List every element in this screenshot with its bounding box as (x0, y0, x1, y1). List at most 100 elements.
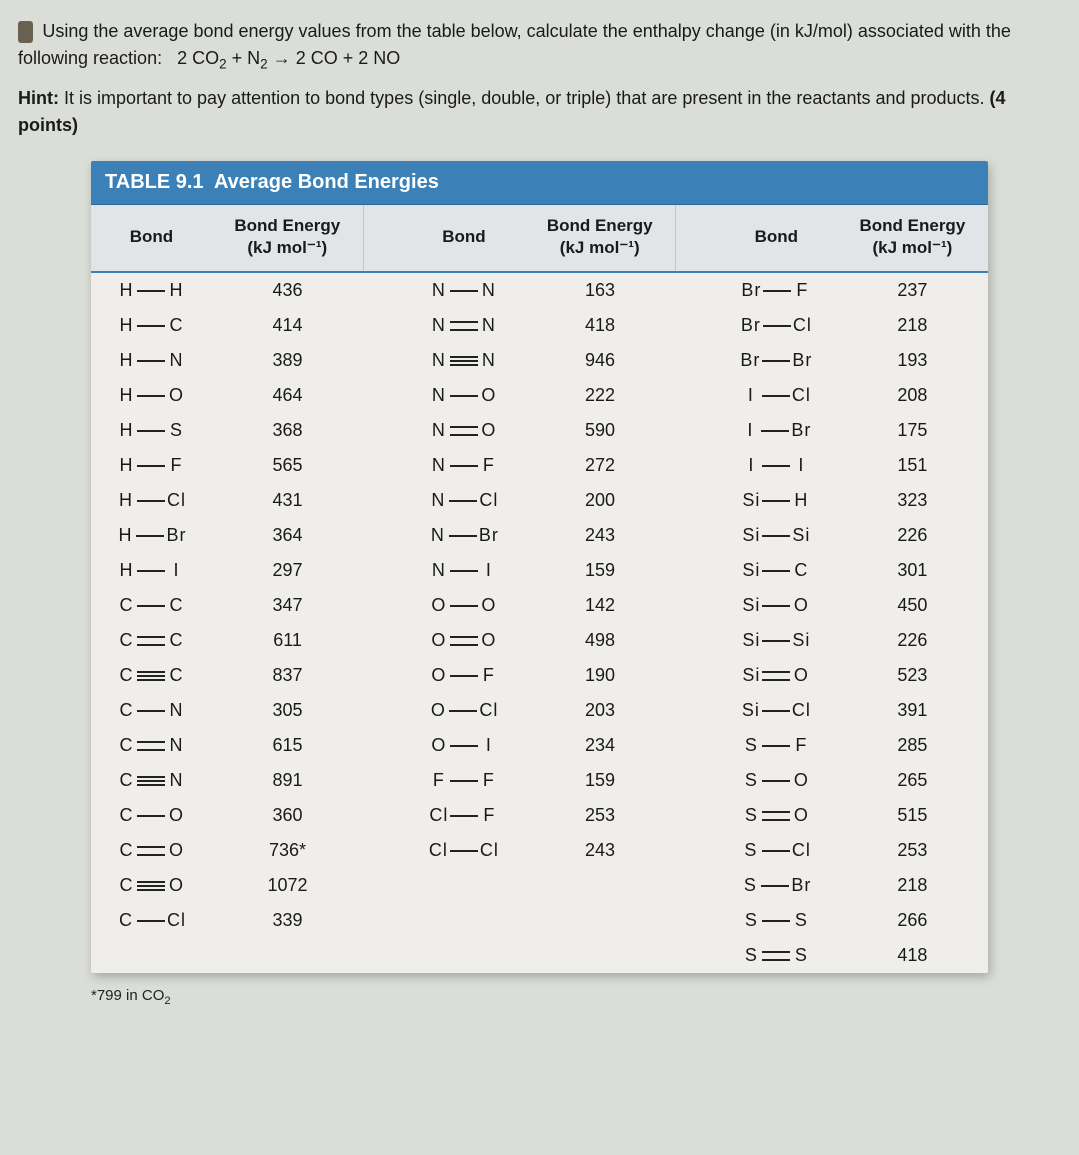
bond-cell (403, 903, 524, 938)
energy-cell: 590 (524, 413, 675, 448)
gap-cell (676, 483, 716, 518)
energy-cell: 391 (837, 693, 988, 728)
bond-cell: SiO (716, 588, 837, 623)
bond-cell: SiSi (716, 518, 837, 553)
hint-body: It is important to pay attention to bond… (64, 88, 985, 108)
col-gap-2 (676, 205, 716, 272)
gap-cell (363, 588, 403, 623)
bond-cell (403, 868, 524, 903)
bond-cell: II (716, 448, 837, 483)
energy-cell: 203 (524, 693, 675, 728)
gap-cell (676, 693, 716, 728)
energy-cell: 523 (837, 658, 988, 693)
energy-cell: 611 (212, 623, 363, 658)
bond-cell: SS (716, 938, 837, 973)
bond-cell: NO (403, 378, 524, 413)
energy-cell: 193 (837, 343, 988, 378)
gap-cell (363, 833, 403, 868)
bond-cell: CN (91, 763, 212, 798)
energy-cell: 151 (837, 448, 988, 483)
bond-cell: CN (91, 693, 212, 728)
gap-cell (676, 308, 716, 343)
energy-cell (524, 903, 675, 938)
table-footnote: *799 in CO2 (91, 973, 1061, 1013)
gap-cell (363, 763, 403, 798)
bond-cell: NN (403, 272, 524, 308)
table-row: HN389NN946BrBr193 (91, 343, 988, 378)
gap-cell (363, 798, 403, 833)
gap-cell (363, 693, 403, 728)
bond-cell: HC (91, 308, 212, 343)
bond-cell: SF (716, 728, 837, 763)
energy-cell: 431 (212, 483, 363, 518)
bond-cell: SO (716, 763, 837, 798)
energy-cell: 266 (837, 903, 988, 938)
bond-cell: NF (403, 448, 524, 483)
gap-cell (676, 938, 716, 973)
energy-cell: 175 (837, 413, 988, 448)
gap-cell (363, 938, 403, 973)
energy-cell: 418 (524, 308, 675, 343)
energy-cell: 1072 (212, 868, 363, 903)
question-text: Using the average bond energy values fro… (18, 18, 1061, 75)
gap-cell (676, 763, 716, 798)
bond-cell: BrBr (716, 343, 837, 378)
energy-cell: 218 (837, 868, 988, 903)
energy-cell: 565 (212, 448, 363, 483)
gap-cell (363, 448, 403, 483)
table-number: TABLE 9.1 (105, 171, 204, 193)
energy-cell: 272 (524, 448, 675, 483)
energy-cell: 360 (212, 798, 363, 833)
gap-cell (676, 448, 716, 483)
energy-cell: 389 (212, 343, 363, 378)
table-title: TABLE 9.1 Average Bond Energies (91, 161, 988, 205)
table-row: HBr364NBr243SiSi226 (91, 518, 988, 553)
energy-cell: 226 (837, 518, 988, 553)
gap-cell (676, 903, 716, 938)
bond-cell: ClCl (403, 833, 524, 868)
bond-cell: NN (403, 308, 524, 343)
energy-cell: 163 (524, 272, 675, 308)
question-badge (18, 21, 33, 43)
table-row: CCl339SS266 (91, 903, 988, 938)
energy-cell: 237 (837, 272, 988, 308)
energy-cell: 243 (524, 518, 675, 553)
table-title-text: Average Bond Energies (214, 171, 439, 193)
energy-cell: 301 (837, 553, 988, 588)
col-header-energy-3: Bond Energy(kJ mol⁻¹) (837, 205, 988, 272)
bond-cell: BrCl (716, 308, 837, 343)
energy-cell (212, 938, 363, 973)
bond-cell: SiH (716, 483, 837, 518)
energy-cell: 323 (837, 483, 988, 518)
gap-cell (676, 868, 716, 903)
gap-cell (363, 623, 403, 658)
energy-cell: 159 (524, 553, 675, 588)
bond-cell: FF (403, 763, 524, 798)
energy-cell: 226 (837, 623, 988, 658)
bond-cell: OCl (403, 693, 524, 728)
energy-cell: 464 (212, 378, 363, 413)
energy-cell: 946 (524, 343, 675, 378)
bond-cell: HBr (91, 518, 212, 553)
bond-cell: SO (716, 798, 837, 833)
bond-cell: HF (91, 448, 212, 483)
gap-cell (676, 518, 716, 553)
bond-cell: CC (91, 623, 212, 658)
table-row: HH436NN163BrF237 (91, 272, 988, 308)
bond-cell: NCl (403, 483, 524, 518)
bond-cell: ICl (716, 378, 837, 413)
energy-cell: 253 (524, 798, 675, 833)
table-row: HC414NN418BrCl218 (91, 308, 988, 343)
hint-prefix: Hint: (18, 88, 59, 108)
energy-cell: 297 (212, 553, 363, 588)
bond-cell: SiSi (716, 623, 837, 658)
bond-cell: CC (91, 658, 212, 693)
energy-cell: 159 (524, 763, 675, 798)
bond-cell: SiO (716, 658, 837, 693)
bond-cell: NI (403, 553, 524, 588)
gap-cell (676, 798, 716, 833)
energy-cell: 347 (212, 588, 363, 623)
energy-cell: 414 (212, 308, 363, 343)
energy-cell (524, 868, 675, 903)
bond-cell: OO (403, 588, 524, 623)
